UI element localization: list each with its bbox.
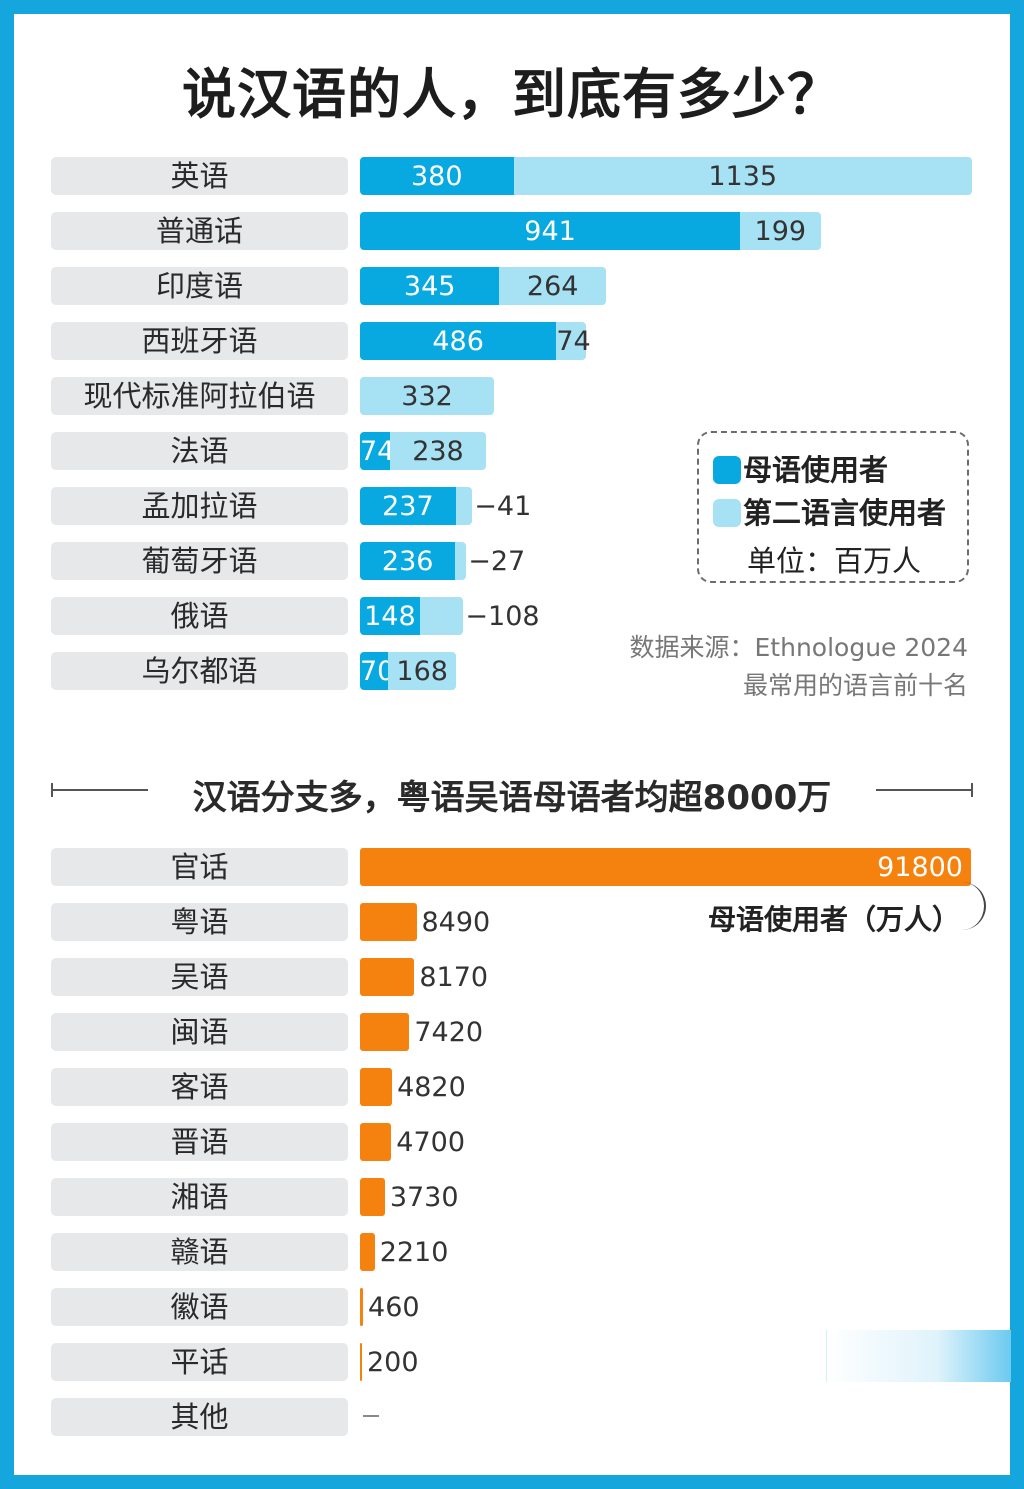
dialect-label: 吴语 bbox=[51, 958, 348, 996]
language-label: 俄语 bbox=[51, 597, 348, 635]
dialect-label: 湘语 bbox=[51, 1178, 348, 1216]
other-dash-mark bbox=[363, 1415, 379, 1417]
native-bar: 148 bbox=[360, 597, 420, 635]
second-language-bar bbox=[455, 542, 467, 580]
legend-unit: 单位：百万人 bbox=[747, 544, 922, 578]
second-language-value: −27 bbox=[468, 546, 526, 577]
language-label: 普通话 bbox=[51, 212, 348, 250]
language-label: 印度语 bbox=[51, 267, 348, 305]
second-language-bar bbox=[455, 487, 473, 525]
dialect-label: 徽语 bbox=[51, 1288, 348, 1326]
dialect-value: 8490 bbox=[421, 907, 491, 938]
dialect-label: 赣语 bbox=[51, 1233, 348, 1271]
dialect-value: 3730 bbox=[389, 1182, 459, 1213]
language-label: 乌尔都语 bbox=[51, 652, 348, 690]
glare-artifact bbox=[826, 1330, 1011, 1382]
annotation-bracket bbox=[960, 882, 986, 930]
dialect-label: 客语 bbox=[51, 1068, 348, 1106]
dialect-bar bbox=[360, 1233, 375, 1271]
second-language-bar: 74 bbox=[556, 322, 591, 360]
dialect-label: 晋语 bbox=[51, 1123, 348, 1161]
section-rule-right bbox=[876, 789, 972, 791]
dialect-bar bbox=[360, 1068, 393, 1106]
second-language-bar: 168 bbox=[388, 652, 457, 690]
native-bar: 941 bbox=[360, 212, 741, 250]
legend: 母语使用者 第二语言使用者 单位：百万人 bbox=[697, 431, 969, 583]
legend-native-swatch bbox=[713, 456, 741, 484]
infographic-card bbox=[14, 14, 1010, 1475]
dialect-bar: 91800 bbox=[360, 848, 971, 886]
language-label: 葡萄牙语 bbox=[51, 542, 348, 580]
legend-second: 第二语言使用者 bbox=[713, 490, 946, 532]
section-rule-left-tick bbox=[51, 783, 53, 797]
dialect-value: 4700 bbox=[396, 1127, 465, 1158]
native-bar: 70 bbox=[360, 652, 394, 690]
dialect-value: 200 bbox=[367, 1347, 419, 1378]
dialect-value: 2210 bbox=[379, 1237, 449, 1268]
dialect-bar bbox=[360, 1123, 392, 1161]
page-title: 说汉语的人，到底有多少？ bbox=[182, 63, 842, 126]
dialect-bar bbox=[360, 1178, 385, 1216]
second-language-bar: 1135 bbox=[513, 157, 972, 195]
native-bar: 380 bbox=[360, 157, 514, 195]
legend-native-label: 母语使用者 bbox=[743, 453, 889, 487]
native-bar: 345 bbox=[360, 267, 500, 305]
second-language-bar: 264 bbox=[499, 267, 606, 305]
language-label: 现代标准阿拉伯语 bbox=[51, 377, 348, 415]
section-rule-right-tick bbox=[971, 783, 973, 797]
source-note: 最常用的语言前十名 bbox=[742, 671, 968, 700]
language-label: 西班牙语 bbox=[51, 322, 348, 360]
source-line: 数据来源：Ethnologue 2024 bbox=[629, 633, 969, 662]
native-bar: 74 bbox=[360, 432, 394, 470]
section-rule-left bbox=[52, 789, 148, 791]
legend-native: 母语使用者 bbox=[713, 447, 888, 489]
legend-second-label: 第二语言使用者 bbox=[743, 496, 947, 530]
dialect-bar bbox=[360, 1288, 364, 1326]
dialect-label: 官话 bbox=[51, 848, 348, 886]
dialect-bar bbox=[360, 1013, 410, 1051]
second-language-value: −41 bbox=[474, 491, 532, 522]
language-label: 法语 bbox=[51, 432, 348, 470]
second-language-bar: 238 bbox=[389, 432, 487, 470]
section-title: 汉语分支多，粤语吴语母语者均超8000万 bbox=[192, 778, 832, 818]
dialect-bar bbox=[360, 903, 417, 941]
dialect-label: 平话 bbox=[51, 1343, 348, 1381]
legend-second-swatch bbox=[713, 499, 741, 527]
second-language-bar bbox=[419, 597, 464, 635]
second-language-bar: 199 bbox=[740, 212, 821, 250]
dialect-label: 闽语 bbox=[51, 1013, 348, 1051]
dialect-value: 460 bbox=[368, 1292, 420, 1323]
dialect-value: 7420 bbox=[414, 1017, 484, 1048]
language-label: 英语 bbox=[51, 157, 348, 195]
dialect-label: 粤语 bbox=[51, 903, 348, 941]
dialect-chart-annotation: 母语使用者（万人） bbox=[708, 903, 961, 936]
second-language-bar: 332 bbox=[360, 377, 495, 415]
dialect-value: 8170 bbox=[419, 962, 489, 993]
dialect-bar bbox=[360, 958, 415, 996]
language-label: 孟加拉语 bbox=[51, 487, 348, 525]
dialect-label: 其他 bbox=[51, 1398, 348, 1436]
native-bar: 237 bbox=[360, 487, 456, 525]
dialect-value: 4820 bbox=[397, 1072, 466, 1103]
second-language-value: −108 bbox=[465, 601, 540, 632]
dialect-bar bbox=[360, 1343, 362, 1381]
native-bar: 486 bbox=[360, 322, 557, 360]
native-bar: 236 bbox=[360, 542, 456, 580]
